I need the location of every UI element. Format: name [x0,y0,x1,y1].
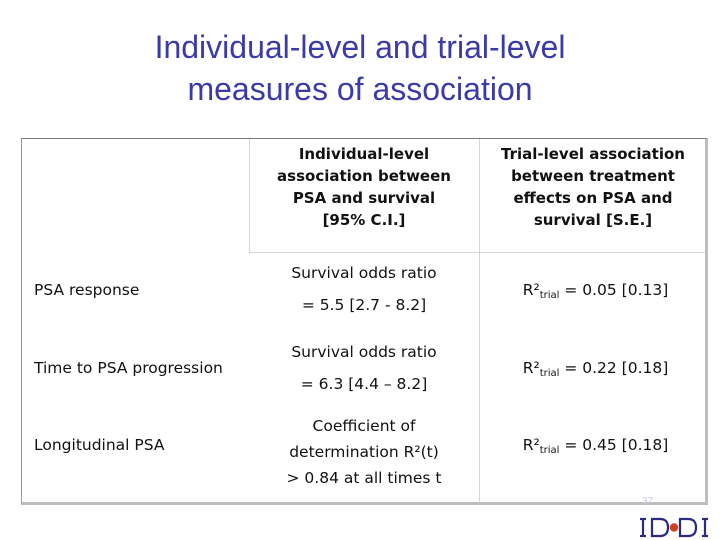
row-label-longitudinal-psa: Longitudinal PSA [34,436,165,454]
r2-symbol: R² [522,359,540,377]
table-divider [249,139,250,254]
table-divider [249,252,705,253]
trial-level-cell: R²trial = 0.05 [0.13] [482,280,709,306]
header-line: association between [277,167,451,185]
slide-title-line-1: Individual-level and trial-level [154,29,566,65]
r2-symbol: R² [522,281,540,299]
individual-level-line: Coefficient of [312,417,416,435]
header-line: between treatment [511,167,675,185]
r2-subscript: trial [539,368,560,379]
header-line: survival [S.E.] [533,211,653,229]
r2-symbol: R² [522,436,540,454]
individual-level-line: Survival odds ratio [291,264,437,282]
r2-value: = 0.45 [0.18] [559,436,669,454]
individual-level-line: > 0.84 at all times t [286,469,442,487]
r2-value: = 0.22 [0.18] [559,359,669,377]
iddi-logo-icon [640,517,708,538]
association-table: Individual-level association between PSA… [21,138,708,505]
header-line: PSA and survival [292,189,436,207]
r2-subscript: trial [539,290,560,301]
individual-level-line: determination R²(t) [289,443,439,461]
individual-level-line: = 5.5 [2.7 - 8.2] [301,296,427,314]
page-number: 37 [642,496,654,507]
header-line: Trial-level association [501,145,685,163]
trial-level-cell: R²trial = 0.45 [0.18] [482,435,709,461]
table-divider [479,139,480,503]
header-trial-level: Trial-level association between treatmen… [482,143,704,231]
individual-level-cell: Survival odds ratio = 5.5 [2.7 - 8.2] [251,263,477,315]
header-individual-level: Individual-level association between PSA… [251,143,477,231]
slide-title: Individual-level and trial-level measure… [0,26,720,110]
individual-level-cell: Coefficient of determination R²(t) > 0.8… [251,413,477,491]
individual-level-line: = 6.3 [4.4 – 8.2] [300,375,428,393]
header-line: effects on PSA and [513,189,673,207]
row-label-psa-response: PSA response [34,281,140,299]
individual-level-line: Survival odds ratio [291,343,437,361]
header-line: [95% C.I.] [322,211,406,229]
individual-level-cell: Survival odds ratio = 6.3 [4.4 – 8.2] [251,342,477,394]
r2-value: = 0.05 [0.13] [559,281,669,299]
header-line: Individual-level [298,145,430,163]
r2-subscript: trial [539,445,560,456]
trial-level-cell: R²trial = 0.22 [0.18] [482,358,709,384]
row-label-time-to-psa-progression: Time to PSA progression [34,359,223,377]
slide-title-line-2: measures of association [187,71,533,107]
